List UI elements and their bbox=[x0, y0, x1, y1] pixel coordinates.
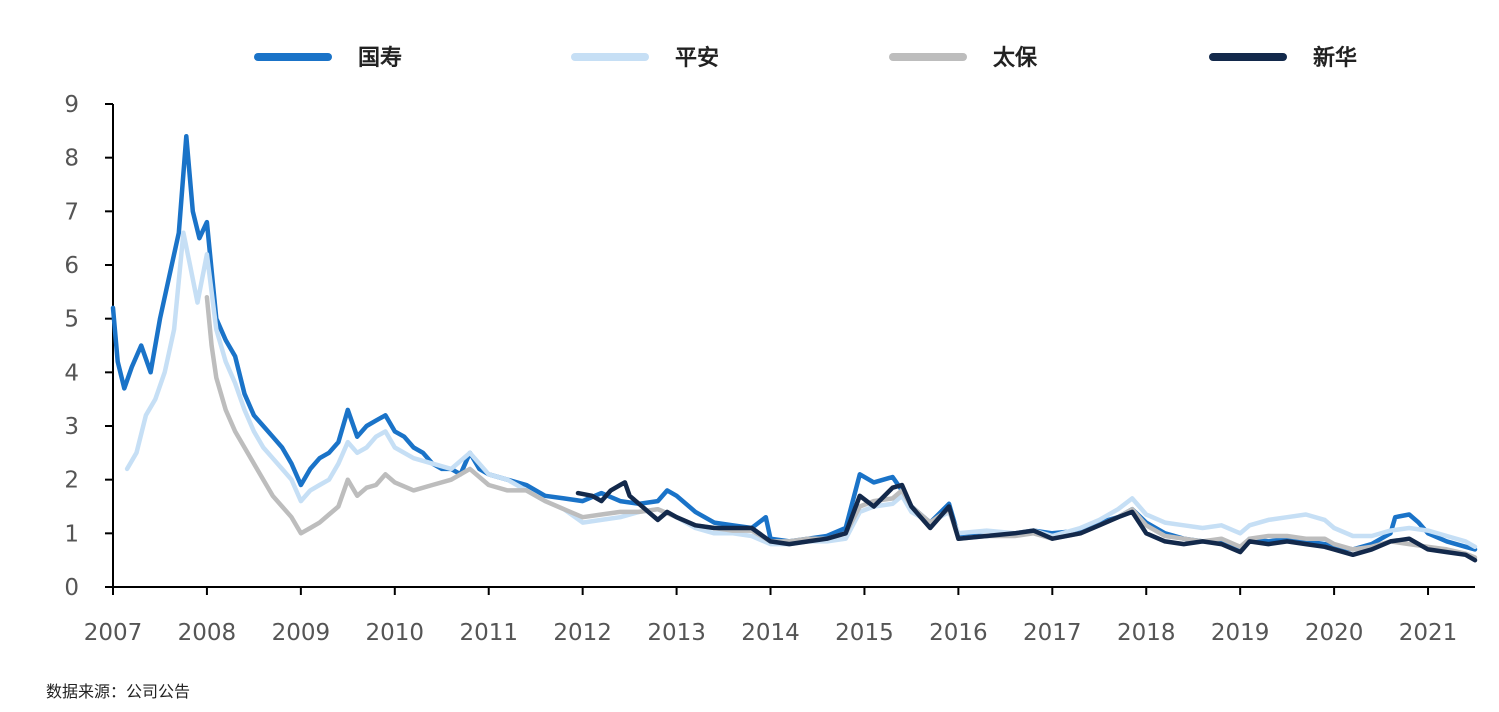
x-tick-label: 2017 bbox=[1023, 620, 1082, 646]
x-tick-label: 2008 bbox=[178, 620, 237, 646]
y-tick-label: 7 bbox=[64, 199, 79, 225]
y-tick-label: 2 bbox=[64, 468, 79, 494]
legend-label-4: 新华 bbox=[1313, 45, 1357, 71]
y-tick-label: 6 bbox=[64, 253, 79, 279]
x-tick-label: 2016 bbox=[929, 620, 988, 646]
x-tick-label: 2019 bbox=[1211, 620, 1270, 646]
y-tick-label: 8 bbox=[64, 146, 79, 172]
x-tick-label: 2015 bbox=[835, 620, 894, 646]
data-source-note: 数据来源：公司公告 bbox=[46, 682, 191, 701]
y-tick-label: 4 bbox=[64, 360, 79, 386]
x-tick-label: 2011 bbox=[459, 620, 518, 646]
y-tick-label: 9 bbox=[64, 92, 79, 118]
x-tick-label: 2020 bbox=[1305, 620, 1364, 646]
legend-label-3: 太保 bbox=[993, 46, 1038, 71]
chart-legend: 国寿 平安 太保 新华 bbox=[254, 45, 1357, 71]
x-tick-label: 2018 bbox=[1117, 620, 1176, 646]
y-tick-label: 1 bbox=[64, 521, 79, 547]
legend-label-2: 平安 bbox=[675, 45, 719, 71]
x-tick-label: 2009 bbox=[272, 620, 331, 646]
x-tick-label: 2021 bbox=[1399, 620, 1458, 646]
x-tick-label: 2013 bbox=[647, 620, 706, 646]
x-tick-label: 2010 bbox=[366, 620, 425, 646]
y-tick-label: 3 bbox=[64, 414, 79, 440]
series-layer bbox=[110, 133, 1478, 563]
y-tick-label: 5 bbox=[64, 307, 79, 333]
x-tick-label: 2012 bbox=[553, 620, 612, 646]
series-line-2 bbox=[124, 230, 1478, 550]
series-line-4 bbox=[575, 480, 1478, 563]
x-tick-label: 2007 bbox=[84, 620, 143, 646]
chart-axes: 0 1 2 3 4 5 6 7 8 9 2007 2008 2009 2010 2011 2012 2013 20… bbox=[64, 92, 1475, 646]
x-tick-label: 2014 bbox=[741, 620, 800, 646]
y-tick-label: 0 bbox=[64, 575, 79, 601]
legend-label-1: 国寿 bbox=[358, 45, 402, 71]
